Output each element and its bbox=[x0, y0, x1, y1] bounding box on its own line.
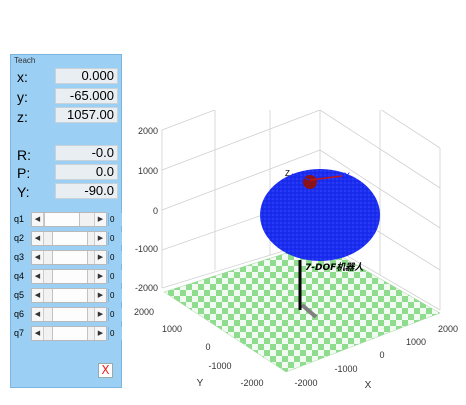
joint-value: 0 bbox=[108, 251, 122, 264]
x-tick: 2000 bbox=[438, 324, 458, 334]
yaw-value-field: -90.0 bbox=[55, 183, 118, 199]
close-button[interactable]: X bbox=[98, 363, 113, 378]
z-tick: 2000 bbox=[138, 126, 158, 136]
y-label: y: bbox=[17, 89, 28, 105]
z-value-field: 1057.00 bbox=[55, 107, 118, 123]
joint-slider-q2[interactable]: ◀ ▶ bbox=[31, 231, 107, 246]
joint-row-q5: q5 ◀ ▶ 0 bbox=[11, 288, 123, 304]
y-tick: -2000 bbox=[240, 378, 263, 388]
end-effector-icon bbox=[303, 175, 317, 189]
z-tick: 1000 bbox=[138, 166, 158, 176]
y-tick: 2000 bbox=[134, 307, 154, 317]
joint-label: q2 bbox=[14, 233, 25, 243]
teach-panel: Teach x: 0.000 y: -65.000 z: 1057.00 R: … bbox=[10, 54, 122, 388]
joint-value: 0 bbox=[108, 289, 122, 302]
slider-thumb[interactable] bbox=[44, 213, 80, 226]
joint-label: q7 bbox=[14, 328, 25, 338]
y-value-field: -65.000 bbox=[55, 88, 118, 104]
pitch-label: P: bbox=[17, 165, 31, 181]
joint-label: q3 bbox=[14, 252, 25, 262]
z-tick: -2000 bbox=[135, 283, 158, 293]
slider-left-arrow-icon[interactable]: ◀ bbox=[32, 289, 44, 302]
joint-row-q1: q1 ◀ ▶ 0 bbox=[11, 212, 123, 228]
joint-slider-q7[interactable]: ◀ ▶ bbox=[31, 326, 107, 341]
joint-row-q6: q6 ◀ ▶ 0 bbox=[11, 307, 123, 323]
slider-thumb[interactable] bbox=[52, 232, 88, 245]
slider-right-arrow-icon[interactable]: ▶ bbox=[94, 251, 106, 264]
x-tick: 1000 bbox=[406, 337, 426, 347]
slider-right-arrow-icon[interactable]: ▶ bbox=[94, 270, 106, 283]
slider-left-arrow-icon[interactable]: ◀ bbox=[32, 251, 44, 264]
y-tick: -1000 bbox=[208, 361, 231, 371]
joint-label: q4 bbox=[14, 271, 25, 281]
slider-thumb[interactable] bbox=[52, 327, 88, 340]
z-axis: 2000 1000 0 -1000 -2000 bbox=[135, 126, 158, 293]
y-tick: 1000 bbox=[162, 324, 182, 334]
frame-z-axis bbox=[291, 173, 311, 181]
slider-left-arrow-icon[interactable]: ◀ bbox=[32, 232, 44, 245]
roll-value-field: -0.0 bbox=[55, 145, 118, 161]
slider-thumb[interactable] bbox=[52, 308, 88, 321]
x-tick: -1000 bbox=[334, 364, 357, 374]
joint-label: q6 bbox=[14, 309, 25, 319]
slider-thumb[interactable] bbox=[52, 251, 88, 264]
joint-value: 0 bbox=[108, 213, 122, 226]
pitch-value-field: 0.0 bbox=[55, 164, 118, 180]
joint-slider-q6[interactable]: ◀ ▶ bbox=[31, 307, 107, 322]
z-tick: 0 bbox=[153, 206, 158, 216]
robot-3d-plot[interactable]: X Z 7-DOF机器人 2000 1000 0 -1000 -2000 200… bbox=[120, 110, 460, 400]
y-axis: 2000 1000 0 -1000 -2000 Y bbox=[134, 307, 264, 389]
slider-right-arrow-icon[interactable]: ▶ bbox=[94, 289, 106, 302]
teach-panel-title: Teach bbox=[14, 56, 36, 65]
joint-slider-q3[interactable]: ◀ ▶ bbox=[31, 250, 107, 265]
robot-label: 7-DOF机器人 bbox=[305, 262, 364, 273]
joint-label: q5 bbox=[14, 290, 25, 300]
y-axis-label: Y bbox=[197, 378, 204, 389]
slider-left-arrow-icon[interactable]: ◀ bbox=[32, 327, 44, 340]
joint-value: 0 bbox=[108, 327, 122, 340]
joint-value: 0 bbox=[108, 308, 122, 321]
slider-thumb[interactable] bbox=[52, 270, 88, 283]
y-tick: 0 bbox=[205, 342, 210, 352]
joint-slider-q4[interactable]: ◀ ▶ bbox=[31, 269, 107, 284]
joint-value: 0 bbox=[108, 232, 122, 245]
frame-z-label: Z bbox=[285, 169, 290, 178]
joint-row-q2: q2 ◀ ▶ 0 bbox=[11, 231, 123, 247]
slider-left-arrow-icon[interactable]: ◀ bbox=[32, 308, 44, 321]
workspace-point-cloud bbox=[260, 169, 380, 261]
slider-right-arrow-icon[interactable]: ▶ bbox=[94, 308, 106, 321]
joint-row-q3: q3 ◀ ▶ 0 bbox=[11, 250, 123, 266]
slider-right-arrow-icon[interactable]: ▶ bbox=[94, 327, 106, 340]
z-label: z: bbox=[17, 109, 28, 125]
x-value-field: 0.000 bbox=[55, 68, 118, 84]
frame-x-axis bbox=[309, 175, 343, 181]
joint-label: q1 bbox=[14, 214, 25, 224]
x-axis-label: X bbox=[365, 380, 372, 391]
yaw-label: Y: bbox=[17, 184, 30, 200]
x-tick: -2000 bbox=[294, 378, 317, 388]
z-tick: -1000 bbox=[135, 244, 158, 254]
robot-base-shadow bbox=[300, 303, 318, 319]
joint-slider-q1[interactable]: ◀ ▶ bbox=[31, 212, 107, 227]
slider-thumb[interactable] bbox=[52, 289, 88, 302]
slider-left-arrow-icon[interactable]: ◀ bbox=[32, 270, 44, 283]
x-tick: 0 bbox=[379, 350, 384, 360]
x-axis: -2000 -1000 0 1000 2000 X bbox=[294, 324, 458, 391]
x-label: x: bbox=[17, 69, 28, 85]
joint-row-q4: q4 ◀ ▶ 0 bbox=[11, 269, 123, 285]
slider-right-arrow-icon[interactable]: ▶ bbox=[94, 232, 106, 245]
joint-slider-q5[interactable]: ◀ ▶ bbox=[31, 288, 107, 303]
slider-right-arrow-icon[interactable]: ▶ bbox=[94, 213, 106, 226]
joint-row-q7: q7 ◀ ▶ 0 bbox=[11, 326, 123, 342]
joint-value: 0 bbox=[108, 270, 122, 283]
frame-x-label: X bbox=[344, 171, 350, 181]
roll-label: R: bbox=[17, 147, 31, 163]
slider-left-arrow-icon[interactable]: ◀ bbox=[32, 213, 44, 226]
